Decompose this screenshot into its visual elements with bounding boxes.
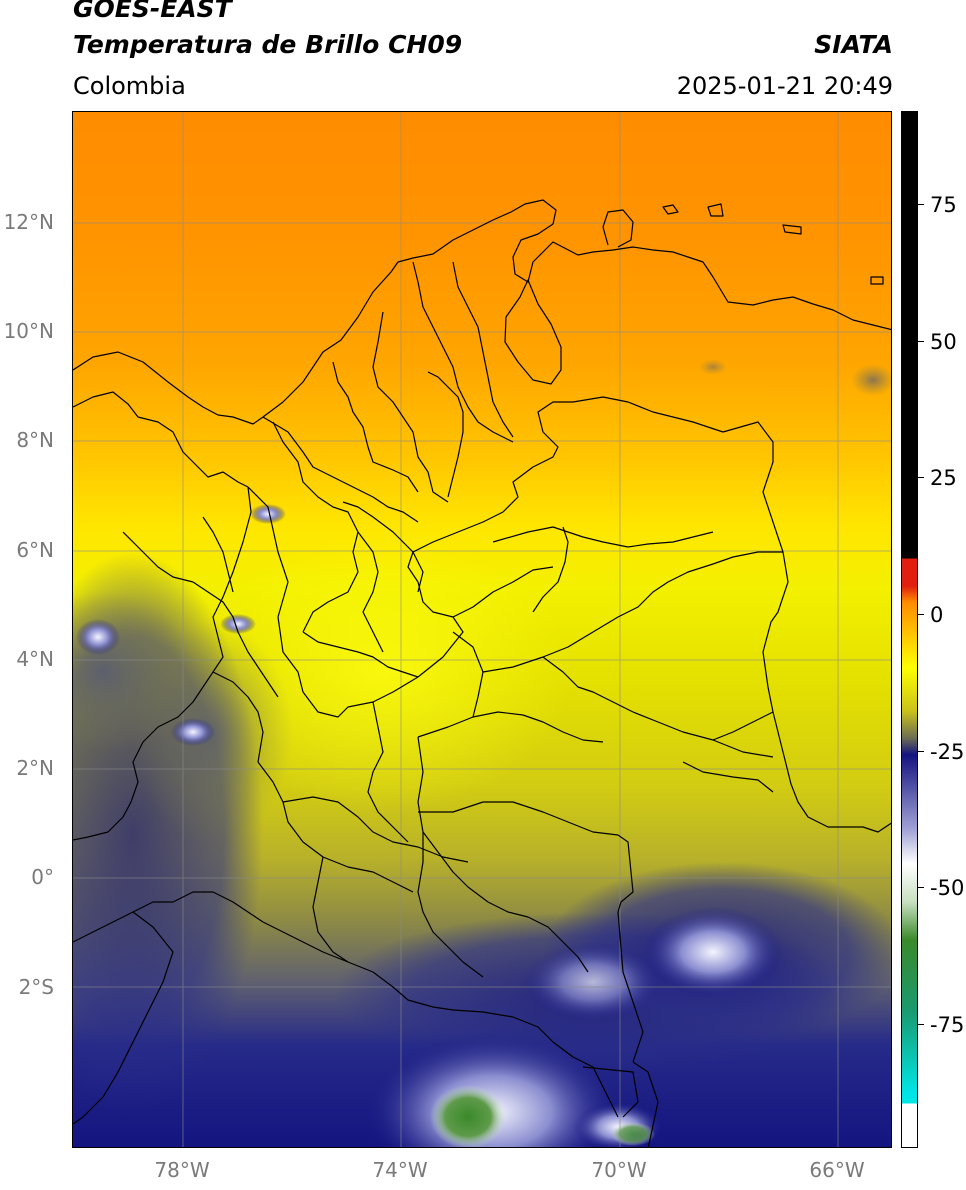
lat-label-2n: 2°N xyxy=(16,756,54,780)
pacific-coast-south xyxy=(73,891,264,943)
lat-label-0: 0° xyxy=(31,865,54,889)
dept-boundary xyxy=(367,701,409,843)
title-satellite: GOES-EAST xyxy=(73,0,232,23)
colorbar-tick xyxy=(918,204,924,205)
colorbar-label-75: 75 xyxy=(930,193,957,217)
brightness-temperature-map xyxy=(73,112,891,1147)
dept-boundary xyxy=(312,856,349,963)
caribbean-coastline xyxy=(262,199,891,418)
dept-boundary xyxy=(357,531,384,653)
island-bonaire xyxy=(782,224,802,235)
island-curacao xyxy=(707,203,724,217)
dept-boundary xyxy=(452,566,554,618)
lon-label-74w: 74°W xyxy=(372,1158,428,1182)
dept-boundary xyxy=(682,761,774,793)
panama-south-coast xyxy=(73,391,249,488)
timestamp-label: 2025-01-21 20:49 xyxy=(676,72,893,100)
political-boundaries xyxy=(73,199,891,1147)
lon-label-70w: 70°W xyxy=(591,1158,647,1182)
dept-boundary xyxy=(122,531,194,583)
dept-boundary xyxy=(417,711,604,743)
dept-boundary xyxy=(272,421,359,633)
lat-label-6n: 6°N xyxy=(16,538,54,562)
dept-boundary xyxy=(492,526,714,548)
colorbar-label-minus75: -75 xyxy=(930,1013,965,1037)
dept-boundary xyxy=(372,311,449,503)
lat-label-12n: 12°N xyxy=(3,210,54,234)
lat-label-8n: 8°N xyxy=(16,428,54,452)
organization-label: SIATA xyxy=(814,30,893,59)
colorbar-tick xyxy=(918,477,924,478)
colorbar-tick xyxy=(918,1024,924,1025)
colombia-brazil-border xyxy=(617,834,644,1063)
colorbar-label-minus50: -50 xyxy=(930,876,965,900)
lake-maracaibo xyxy=(504,279,562,385)
dept-boundary xyxy=(192,581,279,698)
dept-boundary xyxy=(342,501,424,593)
cloud-features xyxy=(73,359,891,1147)
lon-label-78w: 78°W xyxy=(154,1158,210,1182)
dept-boundary xyxy=(482,551,783,673)
dept-boundary xyxy=(712,711,774,741)
dept-boundary xyxy=(417,736,489,903)
colombia-venezuela-border xyxy=(247,396,891,833)
colorbar-tick xyxy=(918,887,924,888)
title-product: Temperatura de Brillo CH09 xyxy=(73,30,463,59)
dept-boundary xyxy=(532,526,569,613)
dept-boundary xyxy=(427,371,464,498)
dept-boundary xyxy=(302,631,419,678)
dept-boundary xyxy=(202,516,234,593)
panama-north-coast xyxy=(73,351,264,425)
temperature-colorbar xyxy=(901,111,918,1148)
dept-boundary xyxy=(332,361,419,493)
colorbar-tick xyxy=(918,614,924,615)
colorbar-tick xyxy=(918,341,924,342)
colorbar-label-50: 50 xyxy=(930,330,957,354)
island-aruba xyxy=(662,204,679,215)
graticule xyxy=(73,112,891,1147)
colorbar-tick xyxy=(918,751,924,752)
dept-boundary xyxy=(417,832,484,978)
lat-label-10n: 10°N xyxy=(3,319,54,343)
lat-label-2s: 2°S xyxy=(18,975,54,999)
dept-boundary xyxy=(542,656,774,758)
colorbar-label-0: 0 xyxy=(930,603,944,627)
region-label: Colombia xyxy=(73,72,186,100)
dept-boundary xyxy=(418,801,619,836)
colorbar-label-minus25: -25 xyxy=(930,740,965,764)
dept-boundary xyxy=(257,761,414,893)
lat-label-4n: 4°N xyxy=(16,647,54,671)
colombia-peru-border xyxy=(262,921,619,1118)
dept-boundary xyxy=(487,901,589,973)
dept-boundary xyxy=(412,261,514,443)
colorbar-label-25: 25 xyxy=(930,466,957,490)
lon-label-66w: 66°W xyxy=(809,1158,865,1182)
dept-boundary xyxy=(212,671,264,763)
dept-boundary xyxy=(452,261,514,438)
ecuador-peru-border xyxy=(73,911,174,1125)
map-panel[interactable] xyxy=(72,111,892,1148)
paraguana-peninsula xyxy=(602,209,634,248)
dept-boundary xyxy=(282,796,469,863)
